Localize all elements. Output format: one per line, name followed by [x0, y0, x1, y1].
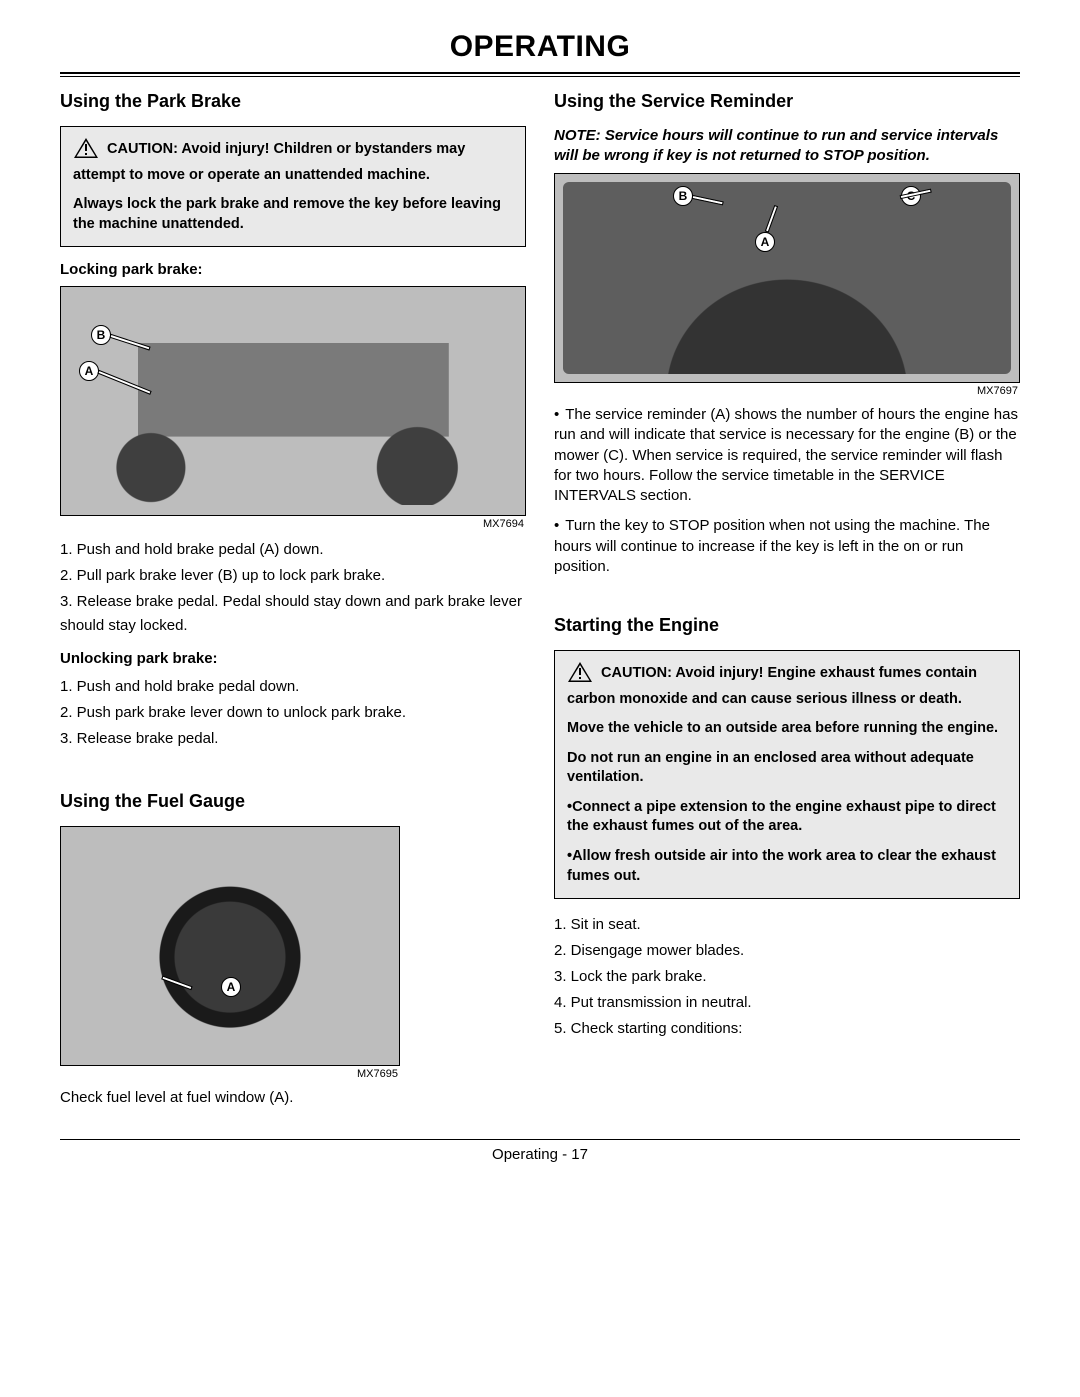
caution-engine-p1: CAUTION: Avoid injury! Engine exhaust fu… [567, 661, 1007, 709]
service-bullet-1-text: The service reminder (A) shows the numbe… [554, 406, 1018, 504]
heading-start-engine: Starting the Engine [554, 615, 1020, 636]
bullet-icon: • [554, 517, 559, 534]
caution-engine-b2-text: Allow fresh outside air into the work ar… [567, 848, 996, 884]
fuel-gauge-text: Check fuel level at fuel window (A). [60, 1088, 526, 1108]
start-step-5: 5. Check starting conditions: [554, 1017, 1020, 1041]
subhead-unlocking: Unlocking park brake: [60, 650, 526, 667]
content-columns: Using the Park Brake CAUTION: Avoid inju… [60, 91, 1020, 1115]
page-footer: Operating - 17 [60, 1139, 1020, 1163]
caution-engine-p3: Do not run an engine in an enclosed area… [567, 749, 1007, 788]
page-title: OPERATING [60, 30, 1020, 64]
callout-sr-a: A [755, 232, 775, 252]
figure-service-reminder: B C A [554, 173, 1020, 383]
lock-step-2: 2. Pull park brake lever (B) up to lock … [60, 564, 526, 588]
dashboard-illustration [563, 182, 1011, 374]
bullet-icon: • [554, 406, 559, 423]
mower-illustration [71, 297, 515, 505]
unlock-step-1: 1. Push and hold brake pedal down. [60, 675, 526, 699]
caution-park-brake: CAUTION: Avoid injury! Children or bysta… [60, 126, 526, 247]
caution-engine-lead: CAUTION: Avoid injury! [601, 665, 763, 681]
unlock-step-2: 2. Push park brake lever down to unlock … [60, 701, 526, 725]
service-bullet-1: •The service reminder (A) shows the numb… [554, 405, 1020, 506]
warning-icon [567, 661, 593, 690]
caution-lead: CAUTION: Avoid injury! [107, 141, 269, 157]
caution-line-2: Always lock the park brake and remove th… [73, 195, 513, 234]
lock-step-3: 3. Release brake pedal. Pedal should sta… [60, 590, 526, 638]
subhead-locking: Locking park brake: [60, 261, 526, 278]
title-rule [60, 72, 1020, 77]
left-column: Using the Park Brake CAUTION: Avoid inju… [60, 91, 526, 1115]
heading-fuel-gauge: Using the Fuel Gauge [60, 791, 526, 812]
caution-engine-b1-text: Connect a pipe extension to the engine e… [567, 799, 996, 835]
lock-step-1: 1. Push and hold brake pedal (A) down. [60, 538, 526, 562]
fuel-illustration [69, 835, 391, 1057]
caution-start-engine: CAUTION: Avoid injury! Engine exhaust fu… [554, 650, 1020, 899]
start-step-2: 2. Disengage mower blades. [554, 939, 1020, 963]
figure-park-brake: B A [60, 286, 526, 516]
service-bullet-2-text: Turn the key to STOP position when not u… [554, 517, 990, 575]
right-column: Using the Service Reminder NOTE: Service… [554, 91, 1020, 1115]
figure-label-7694: MX7694 [60, 518, 526, 530]
heading-park-brake: Using the Park Brake [60, 91, 526, 112]
caution-line-1: CAUTION: Avoid injury! Children or bysta… [73, 137, 513, 185]
footer-text: Operating - 17 [492, 1146, 588, 1163]
service-bullet-2: •Turn the key to STOP position when not … [554, 516, 1020, 577]
caution-engine-b1: •Connect a pipe extension to the engine … [567, 798, 1007, 837]
start-step-4: 4. Put transmission in neutral. [554, 991, 1020, 1015]
start-step-3: 3. Lock the park brake. [554, 965, 1020, 989]
caution-engine-p2: Move the vehicle to an outside area befo… [567, 719, 1007, 739]
start-steps: 1. Sit in seat. 2. Disengage mower blade… [554, 913, 1020, 1041]
unlock-steps: 1. Push and hold brake pedal down. 2. Pu… [60, 675, 526, 751]
figure-fuel-gauge: A [60, 826, 400, 1066]
unlock-step-3: 3. Release brake pedal. [60, 727, 526, 751]
service-note: NOTE: Service hours will continue to run… [554, 126, 1020, 165]
warning-icon [73, 137, 99, 166]
caution-engine-b2: •Allow fresh outside air into the work a… [567, 847, 1007, 886]
callout-sr-b: B [673, 186, 693, 206]
start-step-1: 1. Sit in seat. [554, 913, 1020, 937]
heading-service-reminder: Using the Service Reminder [554, 91, 1020, 112]
lock-steps: 1. Push and hold brake pedal (A) down. 2… [60, 538, 526, 638]
figure-label-7695: MX7695 [60, 1068, 400, 1080]
figure-label-7697: MX7697 [554, 385, 1020, 397]
